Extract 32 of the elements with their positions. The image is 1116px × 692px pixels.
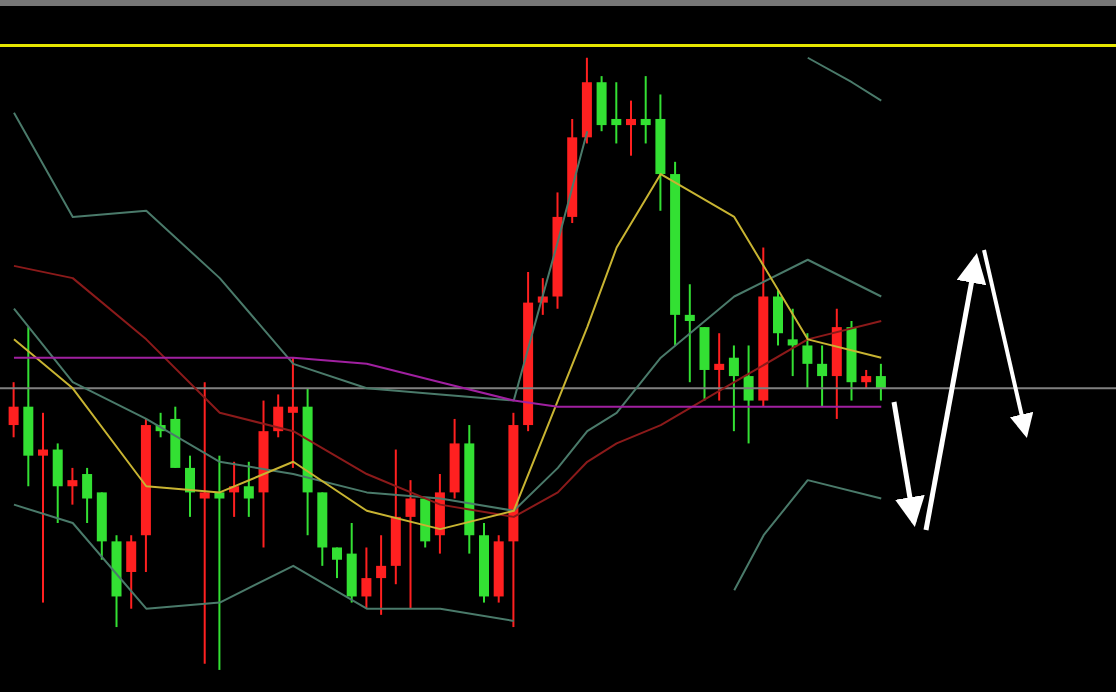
candlestick — [802, 332, 813, 390]
candlestick — [126, 534, 137, 610]
candlestick — [52, 442, 63, 524]
candlestick — [817, 344, 828, 408]
candlestick — [405, 479, 416, 610]
candlestick — [8, 381, 19, 439]
candlestick — [728, 344, 739, 433]
candlestick — [67, 466, 78, 506]
candlestick — [875, 362, 886, 402]
candlestick — [214, 454, 225, 671]
candlestick — [743, 344, 754, 445]
candlestick — [332, 546, 343, 580]
candlestick — [773, 289, 783, 347]
candlestick — [699, 326, 710, 402]
candlestick — [611, 81, 622, 145]
candlestick — [537, 277, 548, 316]
candlestick — [346, 522, 357, 604]
candlestick — [626, 99, 636, 157]
candlestick — [82, 466, 93, 524]
candlestick — [376, 534, 387, 616]
candlestick — [243, 460, 254, 518]
candlestick — [361, 546, 372, 610]
candlestick — [596, 75, 607, 133]
candlestick — [185, 454, 196, 518]
candlestick — [787, 307, 798, 378]
candlestick — [640, 75, 651, 145]
candlestick — [38, 411, 49, 604]
candlestick — [684, 283, 695, 384]
candlestick — [287, 356, 298, 469]
candlestick — [714, 332, 725, 402]
candlestick — [199, 381, 210, 665]
candlestick — [861, 368, 872, 390]
